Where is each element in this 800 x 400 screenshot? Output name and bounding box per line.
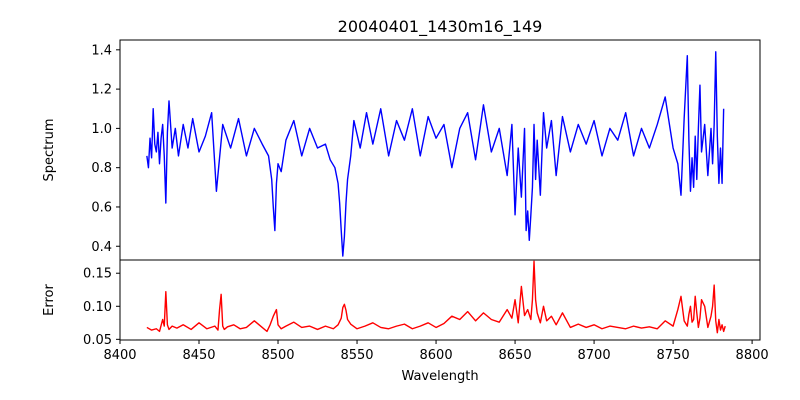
error-panel: 0.05 0.10 0.15 Error <box>42 259 761 348</box>
chart-title: 20040401_1430m16_149 <box>338 17 543 37</box>
x-axis-label: Wavelength <box>401 369 478 384</box>
x-tick-label: 8450 <box>182 348 215 363</box>
x-tick-label: 8600 <box>420 348 453 363</box>
x-tick-label: 8500 <box>261 348 294 363</box>
spectrum-y-tick-label: 0.4 <box>91 240 112 255</box>
spectrum-y-axis-label: Spectrum <box>42 119 57 182</box>
spectrum-series-line <box>146 51 725 257</box>
x-tick-label: 8800 <box>736 348 769 363</box>
error-axes-frame <box>119 259 761 341</box>
x-tick-label: 8750 <box>657 348 690 363</box>
x-axis: 8400 8450 8500 8550 8600 8650 8700 8750 8800 <box>103 340 769 363</box>
error-y-tick-label: 0.05 <box>83 333 112 348</box>
spectrum-y-tick-label: 0.8 <box>91 161 112 176</box>
spectrum-y-tick-label: 1.2 <box>91 83 112 98</box>
x-tick-label: 8550 <box>340 348 373 363</box>
x-tick-label: 8700 <box>578 348 611 363</box>
error-y-tick-label: 0.15 <box>83 267 112 282</box>
error-series-line <box>146 260 726 334</box>
x-tick-label: 8650 <box>499 348 532 363</box>
spectrum-y-tick-label: 1.4 <box>91 43 112 58</box>
spectrum-y-tick-label: 1.0 <box>91 122 112 137</box>
error-y-axis-label: Error <box>42 284 57 316</box>
error-y-tick-label: 0.10 <box>83 300 112 315</box>
spectrum-y-tick-label: 0.6 <box>91 200 112 215</box>
x-tick-label: 8400 <box>103 348 136 363</box>
